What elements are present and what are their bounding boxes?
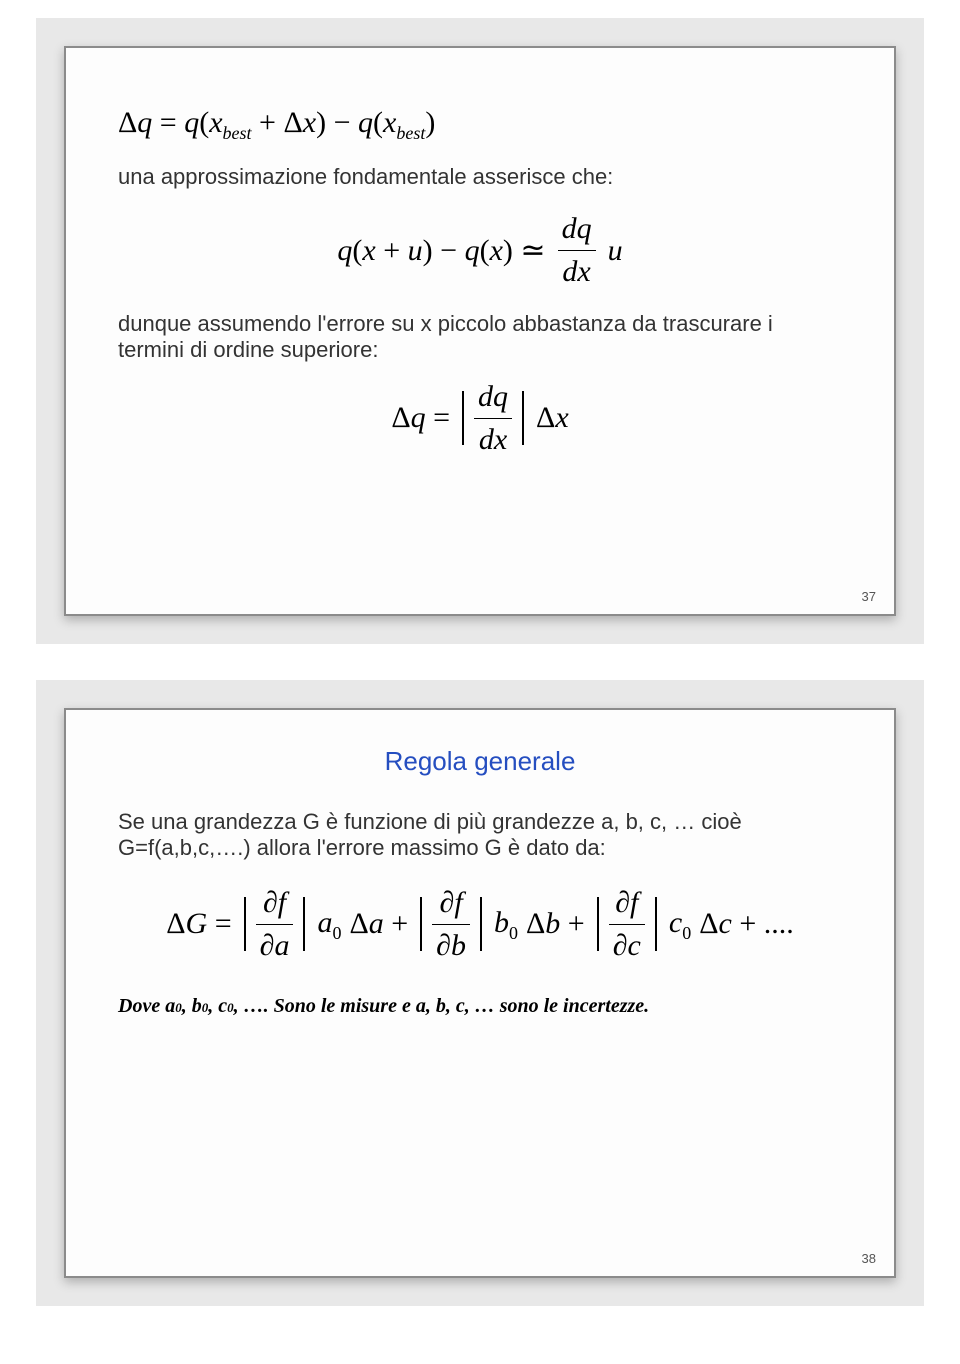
slide-37-content: Δq = q(xbest + Δx) − q(xbest) una appros… <box>64 46 896 616</box>
heading-regola: Regola generale <box>118 746 842 777</box>
page-number-38: 38 <box>862 1251 876 1266</box>
equation-approx: q(x + u) − q(x) ≃ dqdx u <box>118 208 842 293</box>
slide-37: Δq = q(xbest + Δx) − q(xbest) una appros… <box>36 18 924 644</box>
text-error-line: dunque assumendo l'errore su x piccolo a… <box>118 311 842 363</box>
text-approx-line: una approssimazione fondamentale asseris… <box>118 164 842 190</box>
equation-deltaq-def: Δq = q(xbest + Δx) − q(xbest) <box>118 102 842 146</box>
page-container: Δq = q(xbest + Δx) − q(xbest) una appros… <box>0 0 960 1324</box>
equation-deltaq-result: Δq = dqdx Δx <box>118 391 842 445</box>
slide-38-content: Regola generale Se una grandezza G è fun… <box>64 708 896 1278</box>
page-number-37: 37 <box>862 589 876 604</box>
equation-deltaG: ΔG = ∂f∂aa0 Δa + ∂f∂bb0 Δb + ∂f∂cc0 Δc +… <box>118 897 842 951</box>
slide-38: Regola generale Se una grandezza G è fun… <box>36 680 924 1306</box>
footer-note: Dove a0, b0, c0, …. Sono le misure e a, … <box>118 991 842 1021</box>
text-grandezza: Se una grandezza G è funzione di più gra… <box>118 809 842 861</box>
